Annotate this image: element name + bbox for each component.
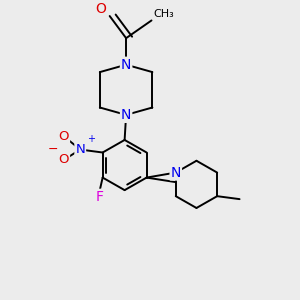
Text: N: N [121,108,131,122]
Text: −: − [47,142,58,155]
Text: O: O [58,130,69,143]
Text: F: F [96,190,104,204]
Text: +: + [87,134,95,144]
Text: O: O [58,153,69,167]
Text: CH₃: CH₃ [153,9,174,19]
Text: N: N [75,143,85,156]
Text: N: N [171,166,181,180]
Text: N: N [121,58,131,72]
Text: O: O [95,2,106,16]
